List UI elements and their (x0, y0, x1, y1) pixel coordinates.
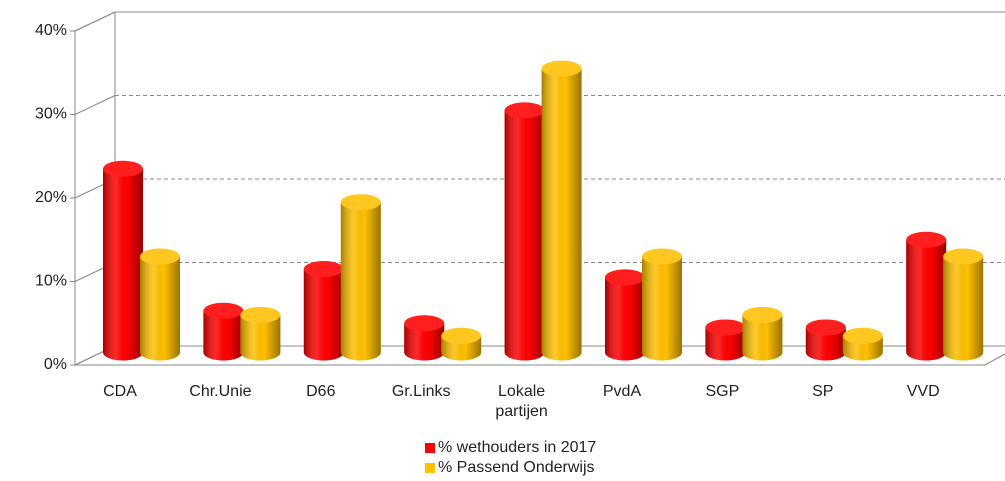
bar-shade (303, 269, 344, 361)
x-tick-label: Chr.Unie (189, 383, 252, 400)
bar-shade (504, 110, 545, 361)
bar-top-shade (103, 160, 143, 177)
y-tick-label: 30% (35, 106, 67, 123)
legend-swatch (425, 443, 435, 453)
bar-top (541, 60, 582, 77)
bar-top (303, 261, 344, 277)
bar-shade (404, 323, 445, 361)
x-tick-label: SP (812, 383, 834, 400)
bar-top-shade (742, 306, 783, 323)
bar-top (504, 102, 545, 119)
bar-top-shade (906, 231, 947, 248)
bar-shade (240, 314, 281, 361)
bar-top (240, 306, 281, 323)
bar-top-shade (441, 327, 482, 344)
bar-top (842, 327, 883, 344)
bar-top (742, 306, 783, 323)
legend-swatch (425, 463, 435, 473)
x-tick-label: Lokale partijen (495, 383, 548, 420)
bar-shade (642, 256, 683, 361)
bar-top-shade (541, 60, 582, 77)
bar-top (140, 248, 180, 265)
y-tick-label: 0% (44, 356, 67, 373)
x-tick-label: PvdA (602, 383, 642, 400)
legend-label: % wethouders in 2017 (438, 439, 596, 456)
bar-top-shade (340, 194, 381, 211)
bar-shade (340, 202, 381, 361)
side-grid-line (74, 11, 116, 32)
bar-top-shade (805, 319, 846, 336)
x-tick-label: SGP (705, 383, 740, 400)
bar-top-shade (404, 315, 445, 332)
side-grid-line (74, 95, 116, 115)
bar-top-shade (504, 102, 545, 119)
bar-top (203, 302, 244, 319)
bar-top-shade (842, 327, 883, 344)
bar-top (103, 160, 143, 177)
bar-shade (943, 256, 984, 361)
bar-shade (203, 310, 244, 361)
bar-shade (541, 68, 582, 361)
bar-shade (906, 239, 947, 361)
bar-top-shade (240, 306, 281, 323)
legend-label: % Passend Onderwijs (438, 459, 595, 476)
bar-shade (705, 327, 746, 361)
bar-top-shade (605, 269, 645, 286)
bar-top (441, 327, 482, 344)
bar-shade (605, 277, 645, 361)
bar-top-shade (140, 248, 180, 265)
y-tick-label: 40% (35, 22, 67, 39)
bar-top (642, 248, 682, 265)
bar-top-shade (303, 261, 344, 277)
x-tick-label: D66 (306, 383, 336, 400)
bar-top (943, 248, 984, 265)
bar-top-shade (705, 319, 746, 336)
x-tick-label: VVD (906, 383, 940, 400)
y-tick-label: 10% (35, 273, 67, 290)
x-tick-label: Gr.Links (391, 383, 451, 400)
bar-top-shade (203, 302, 244, 319)
bar-top (404, 315, 445, 332)
bar-top (340, 194, 381, 211)
bar-top (605, 269, 645, 286)
bar-shade (103, 168, 143, 361)
bar-top-shade (943, 248, 984, 265)
bar-shade (742, 314, 783, 361)
bar-top (906, 231, 947, 248)
x-tick-label: CDA (103, 383, 137, 400)
bar-top (705, 319, 746, 336)
bar-shade (140, 256, 180, 361)
bar-shade (805, 327, 846, 361)
bar-top (805, 319, 846, 336)
y-tick-label: 20% (35, 189, 67, 206)
bar-top-shade (642, 248, 682, 265)
